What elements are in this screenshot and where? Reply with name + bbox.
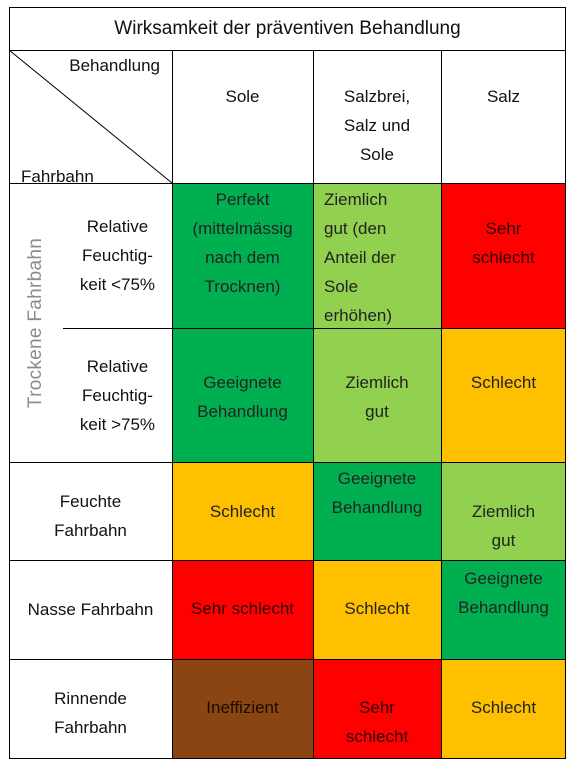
effectiveness-table: Wirksamkeit der präventiven Behandlung B… (9, 7, 566, 759)
table-cell: Ziemlich gut (313, 328, 441, 462)
table-cell: Ziemlich gut (441, 462, 566, 560)
grid-line (9, 462, 566, 463)
table-cell: Schlecht (441, 659, 566, 759)
grid-line (9, 50, 566, 51)
border-left (9, 7, 10, 759)
grid-line (9, 560, 566, 561)
table-cell: Perfekt (mittelmässig nach dem Trocknen) (172, 183, 313, 328)
table-cell: Geeignete Behandlung (441, 560, 566, 659)
row-label-humidity-high: Relative Feuchtig- keit >75% (79, 356, 156, 434)
grid-line (9, 183, 566, 184)
diagonal-divider (9, 50, 172, 183)
row-label-humidity-low: Relative Feuchtig- keit <75% (79, 217, 156, 294)
table-cell: Sehr schlecht (313, 659, 441, 759)
table-cell: Schlecht (313, 560, 441, 659)
row-label-damp-road: Feuchte Fahrbahn (54, 492, 127, 540)
corner-header: Behandlung Fahrbahn (9, 50, 172, 186)
row-group-label: Trockene Fahrbahn (25, 237, 46, 408)
table-cell: Schlecht (441, 328, 566, 462)
corner-label-treatment: Behandlung (69, 56, 160, 75)
grid-line (441, 50, 442, 759)
row-group-dry-road: Trockene Fahrbahn (9, 183, 63, 462)
column-header-salz: Salz (486, 87, 521, 106)
border-right (565, 7, 566, 759)
grid-line (9, 659, 566, 660)
border-top (9, 7, 566, 8)
grid-line (63, 328, 566, 329)
table-cell: Sehr schlecht (172, 560, 313, 659)
column-header-salzbrei: Salzbrei, Salz und Sole (343, 87, 411, 164)
table-cell: Schlecht (172, 462, 313, 560)
table-title: Wirksamkeit der präventiven Behandlung (114, 18, 461, 39)
row-label-wet-road: Nasse Fahrbahn (27, 600, 154, 619)
grid-line (313, 50, 314, 759)
table-cell: Ineffizient (172, 659, 313, 759)
column-header-sole: Sole (225, 87, 260, 106)
corner-label-road: Fahrbahn (21, 167, 94, 186)
table-cell: Geeignete Behandlung (313, 462, 441, 560)
border-bottom (9, 758, 566, 759)
table-cell: Sehr schlecht (441, 183, 566, 328)
grid-line (172, 50, 173, 759)
row-label-running-road: Rinnende Fahrbahn (54, 689, 127, 737)
table-cell: Ziemlich gut (den Anteil der Sole erhöhe… (313, 183, 441, 328)
table-cell: Geeignete Behandlung (172, 328, 313, 462)
